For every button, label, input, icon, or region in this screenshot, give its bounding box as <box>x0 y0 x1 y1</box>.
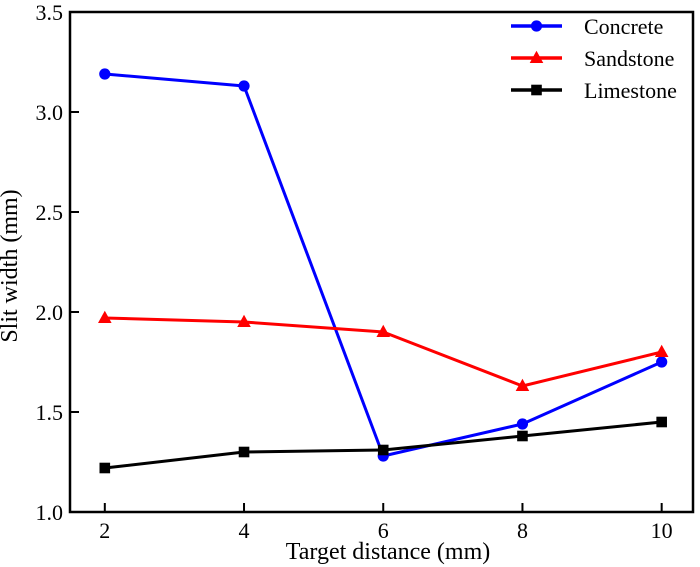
square-marker <box>377 444 389 456</box>
y-tick-label: 1.5 <box>36 400 64 425</box>
legend-label: Concrete <box>584 14 663 39</box>
y-tick-label: 1.0 <box>36 500 64 525</box>
y-axis-title: Slit width (mm) <box>0 189 23 342</box>
circle-marker <box>516 418 529 430</box>
x-axis-title: Target distance (mm) <box>286 539 490 565</box>
circle-marker <box>99 68 111 80</box>
x-tick-label: 4 <box>239 518 250 543</box>
triangle-marker <box>654 344 669 357</box>
legend-item-sandstone: Sandstone <box>511 46 674 71</box>
x-tick-label: 6 <box>378 518 389 543</box>
legend-label: Limestone <box>584 78 677 103</box>
square-marker <box>517 430 528 442</box>
axes-ticks: 2 4 6 8 10 1.0 1.5 2.0 2.5 3.0 3.5 <box>36 0 673 543</box>
series-sandstone <box>98 310 669 391</box>
series-concrete <box>99 68 668 462</box>
x-tick-label: 10 <box>651 518 673 543</box>
x-tick-label: 2 <box>99 518 110 543</box>
y-tick-label: 2.5 <box>36 200 64 225</box>
square-marker <box>99 462 111 474</box>
legend-triangle-marker <box>529 50 544 63</box>
triangle-marker <box>515 378 530 391</box>
plot-border <box>68 10 695 514</box>
circle-marker <box>656 356 668 368</box>
x-tick-label: 8 <box>517 518 528 543</box>
series-line <box>103 72 664 458</box>
triangle-marker <box>237 314 251 327</box>
square-marker <box>656 416 667 428</box>
triangle-marker <box>376 324 391 337</box>
legend-square-marker <box>531 84 542 96</box>
legend-item-limestone: Limestone <box>511 78 677 103</box>
legend-item-concrete: Concrete <box>511 14 663 39</box>
square-marker <box>238 446 250 458</box>
triangle-marker <box>98 310 112 323</box>
circle-marker <box>238 80 250 92</box>
y-tick-label: 2.0 <box>36 300 64 325</box>
y-tick-label: 3.5 <box>36 0 64 25</box>
legend-label: Sandstone <box>584 46 674 71</box>
legend-circle-marker <box>530 20 543 32</box>
series-limestone <box>99 416 667 474</box>
legend: Concrete Sandstone Limestone <box>511 14 677 103</box>
y-tick-label: 3.0 <box>36 100 64 125</box>
